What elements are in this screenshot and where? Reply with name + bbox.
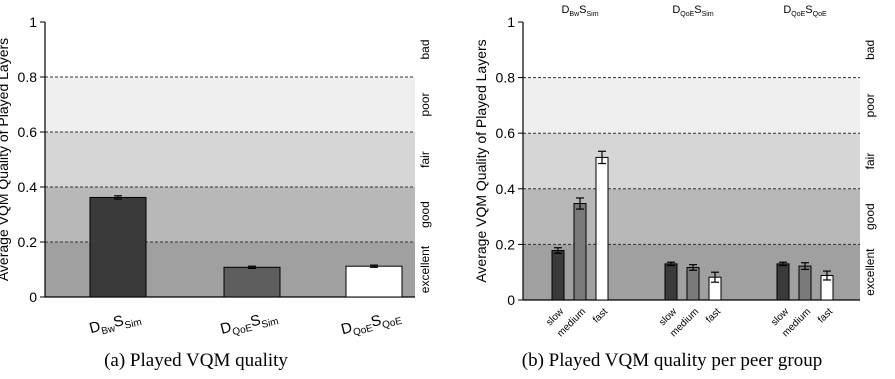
- b-band-label-fair: fair: [863, 153, 877, 170]
- b-x-tick-label-fast: fast: [591, 306, 610, 325]
- b-band-label-excellent: excellent: [863, 248, 877, 296]
- a-bar: [223, 266, 281, 298]
- b-band-label-bad: bad: [863, 40, 877, 60]
- chart-panel-a: 0 0.2 0.4 0.6 0.8 1 excellent good fair poor bad Av…: [0, 14, 432, 341]
- b-y-tick-label: 0: [507, 292, 515, 308]
- a-band-label-bad: bad: [418, 39, 432, 59]
- a-x-tick-label: DQoESQoE: [339, 307, 403, 341]
- a-y-tick-label: 0.2: [18, 234, 38, 250]
- b-band-label-poor: poor: [863, 93, 877, 117]
- a-bar: [89, 196, 147, 298]
- b-y-tick-label: 0.4: [496, 181, 516, 197]
- b-group-label: DQoESQoE: [783, 4, 827, 18]
- caption-b: (b) Played VQM quality per peer group: [522, 350, 822, 371]
- b-quality-band-bad: [523, 22, 860, 78]
- b-y-tick-label: 0.6: [496, 125, 516, 141]
- b-bar-slow: [664, 263, 678, 301]
- b-x-tick-label-fast: fast: [704, 306, 723, 325]
- b-bar-slow: [776, 263, 790, 301]
- a-y-tick-label: 1: [29, 14, 37, 30]
- caption-a: (a) Played VQM quality: [104, 350, 288, 371]
- a-band-label-good: good: [418, 201, 432, 228]
- b-bar-medium: [798, 265, 812, 301]
- a-band-label-excellent: excellent: [418, 245, 432, 293]
- a-band-label-poor: poor: [418, 92, 432, 116]
- a-y-tick-label: 0.6: [18, 124, 38, 140]
- b-group-label: DBwSSim: [561, 4, 598, 18]
- a-quality-band-fair: [45, 132, 415, 187]
- a-y-axis-title: Average VQM Quality of Played Layers: [0, 38, 11, 281]
- b-quality-band-poor: [523, 77, 860, 134]
- b-x-tick-label-fast: fast: [816, 306, 835, 325]
- a-y-tick-label: 0.4: [18, 179, 38, 195]
- b-y-tick-label: 0.8: [496, 70, 516, 86]
- b-bar-medium: [573, 203, 587, 301]
- a-y-tick-label: 0: [29, 289, 37, 305]
- a-y-tick-label: 0.8: [18, 69, 38, 85]
- b-quality-band-fair: [523, 133, 860, 189]
- b-bar-slow: [551, 250, 565, 301]
- b-y-tick-label: 0.2: [496, 236, 516, 252]
- chart-panel-b: 0 0.2 0.4 0.6 0.8 1 excellent good fair poor bad Av…: [473, 4, 877, 339]
- a-bar: [345, 265, 403, 298]
- b-group-label: DQoESSim: [672, 4, 714, 18]
- a-quality-band-bad: [45, 22, 415, 77]
- b-y-tick-label: 1: [507, 14, 515, 30]
- a-x-tick-label: DBwSSim: [88, 308, 143, 340]
- a-quality-band-poor: [45, 77, 415, 132]
- b-bar-fast: [595, 156, 609, 301]
- a-band-label-fair: fair: [418, 151, 432, 168]
- b-y-axis-title: Average VQM Quality of Played Layers: [473, 39, 489, 282]
- a-x-tick-label: DQoESSim: [219, 307, 280, 340]
- b-band-label-good: good: [863, 203, 877, 230]
- b-bar-medium: [686, 266, 700, 301]
